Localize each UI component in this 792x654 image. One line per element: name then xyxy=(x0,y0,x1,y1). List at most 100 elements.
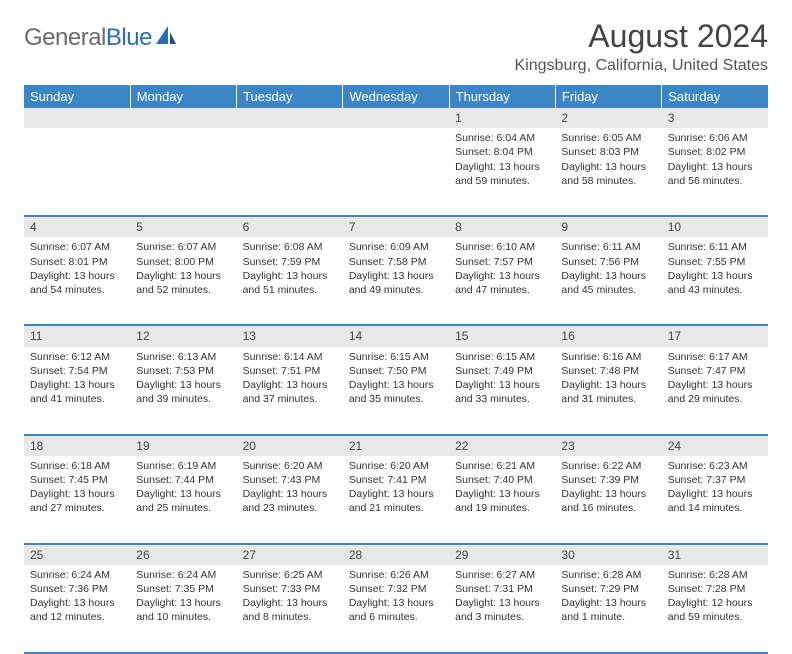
day-number-cell: 13 xyxy=(237,325,343,346)
day-number-cell: 3 xyxy=(662,108,768,128)
week-row: Sunrise: 6:04 AMSunset: 8:04 PMDaylight:… xyxy=(24,128,768,216)
daynum-row: 123 xyxy=(24,108,768,128)
sunset-text: Sunset: 7:32 PM xyxy=(349,582,443,596)
daylight-text: Daylight: 13 hours and 47 minutes. xyxy=(455,269,549,297)
day-number-cell: 27 xyxy=(237,544,343,565)
day-cell xyxy=(237,128,343,216)
day-cell: Sunrise: 6:09 AMSunset: 7:58 PMDaylight:… xyxy=(343,237,449,325)
day-number-cell xyxy=(24,108,130,128)
daylight-text: Daylight: 13 hours and 58 minutes. xyxy=(561,160,655,188)
daylight-text: Daylight: 13 hours and 10 minutes. xyxy=(136,596,230,624)
location-text: Kingsburg, California, United States xyxy=(515,57,768,75)
day-header: Wednesday xyxy=(343,85,449,108)
sunset-text: Sunset: 7:45 PM xyxy=(30,473,124,487)
sunrise-text: Sunrise: 6:07 AM xyxy=(136,240,230,254)
daylight-text: Daylight: 13 hours and 31 minutes. xyxy=(561,378,655,406)
page-header: GeneralBlue August 2024 Kingsburg, Calif… xyxy=(24,18,768,75)
day-header: Tuesday xyxy=(237,85,343,108)
day-cell: Sunrise: 6:13 AMSunset: 7:53 PMDaylight:… xyxy=(130,347,236,435)
sunset-text: Sunset: 7:59 PM xyxy=(243,255,337,269)
logo-part1: General xyxy=(24,24,106,51)
sunset-text: Sunset: 7:55 PM xyxy=(668,255,762,269)
sunrise-text: Sunrise: 6:21 AM xyxy=(455,459,549,473)
daylight-text: Daylight: 13 hours and 3 minutes. xyxy=(455,596,549,624)
day-cell: Sunrise: 6:16 AMSunset: 7:48 PMDaylight:… xyxy=(555,347,661,435)
day-number-cell: 9 xyxy=(555,216,661,237)
day-cell: Sunrise: 6:19 AMSunset: 7:44 PMDaylight:… xyxy=(130,456,236,544)
day-number-cell: 16 xyxy=(555,325,661,346)
day-cell: Sunrise: 6:20 AMSunset: 7:41 PMDaylight:… xyxy=(343,456,449,544)
day-number-cell: 19 xyxy=(130,435,236,456)
day-number-cell: 31 xyxy=(662,544,768,565)
sunrise-text: Sunrise: 6:24 AM xyxy=(30,568,124,582)
day-number-cell: 22 xyxy=(449,435,555,456)
sunset-text: Sunset: 7:39 PM xyxy=(561,473,655,487)
day-number-cell xyxy=(237,108,343,128)
sunrise-text: Sunrise: 6:04 AM xyxy=(455,131,549,145)
daylight-text: Daylight: 13 hours and 8 minutes. xyxy=(243,596,337,624)
day-number-cell: 6 xyxy=(237,216,343,237)
day-cell: Sunrise: 6:27 AMSunset: 7:31 PMDaylight:… xyxy=(449,565,555,653)
sunset-text: Sunset: 7:49 PM xyxy=(455,364,549,378)
day-cell: Sunrise: 6:22 AMSunset: 7:39 PMDaylight:… xyxy=(555,456,661,544)
day-number-cell: 1 xyxy=(449,108,555,128)
daylight-text: Daylight: 13 hours and 43 minutes. xyxy=(668,269,762,297)
sunset-text: Sunset: 7:33 PM xyxy=(243,582,337,596)
sunrise-text: Sunrise: 6:10 AM xyxy=(455,240,549,254)
sunset-text: Sunset: 7:41 PM xyxy=(349,473,443,487)
day-number-cell: 15 xyxy=(449,325,555,346)
daylight-text: Daylight: 13 hours and 6 minutes. xyxy=(349,596,443,624)
day-cell: Sunrise: 6:28 AMSunset: 7:28 PMDaylight:… xyxy=(662,565,768,653)
daylight-text: Daylight: 13 hours and 21 minutes. xyxy=(349,487,443,515)
daylight-text: Daylight: 13 hours and 23 minutes. xyxy=(243,487,337,515)
day-number-cell: 23 xyxy=(555,435,661,456)
sunrise-text: Sunrise: 6:23 AM xyxy=(668,459,762,473)
sunrise-text: Sunrise: 6:08 AM xyxy=(243,240,337,254)
sunset-text: Sunset: 7:37 PM xyxy=(668,473,762,487)
sunrise-text: Sunrise: 6:20 AM xyxy=(243,459,337,473)
sunrise-text: Sunrise: 6:26 AM xyxy=(349,568,443,582)
day-cell: Sunrise: 6:11 AMSunset: 7:56 PMDaylight:… xyxy=(555,237,661,325)
day-cell: Sunrise: 6:24 AMSunset: 7:36 PMDaylight:… xyxy=(24,565,130,653)
day-cell: Sunrise: 6:05 AMSunset: 8:03 PMDaylight:… xyxy=(555,128,661,216)
sunrise-text: Sunrise: 6:19 AM xyxy=(136,459,230,473)
day-number-cell: 18 xyxy=(24,435,130,456)
day-cell: Sunrise: 6:04 AMSunset: 8:04 PMDaylight:… xyxy=(449,128,555,216)
day-number-cell: 21 xyxy=(343,435,449,456)
day-number-cell: 8 xyxy=(449,216,555,237)
sunrise-text: Sunrise: 6:16 AM xyxy=(561,350,655,364)
daynum-row: 11121314151617 xyxy=(24,325,768,346)
sunrise-text: Sunrise: 6:07 AM xyxy=(30,240,124,254)
sunrise-text: Sunrise: 6:24 AM xyxy=(136,568,230,582)
sunrise-text: Sunrise: 6:13 AM xyxy=(136,350,230,364)
calendar-head: SundayMondayTuesdayWednesdayThursdayFrid… xyxy=(24,85,768,108)
day-number-cell xyxy=(343,108,449,128)
logo-part2: Blue xyxy=(106,24,152,51)
day-number-cell: 14 xyxy=(343,325,449,346)
week-row: Sunrise: 6:24 AMSunset: 7:36 PMDaylight:… xyxy=(24,565,768,653)
day-cell: Sunrise: 6:23 AMSunset: 7:37 PMDaylight:… xyxy=(662,456,768,544)
day-cell: Sunrise: 6:24 AMSunset: 7:35 PMDaylight:… xyxy=(130,565,236,653)
day-number-cell: 28 xyxy=(343,544,449,565)
daylight-text: Daylight: 13 hours and 45 minutes. xyxy=(561,269,655,297)
sunset-text: Sunset: 7:36 PM xyxy=(30,582,124,596)
sunset-text: Sunset: 7:56 PM xyxy=(561,255,655,269)
daylight-text: Daylight: 13 hours and 1 minute. xyxy=(561,596,655,624)
day-cell: Sunrise: 6:17 AMSunset: 7:47 PMDaylight:… xyxy=(662,347,768,435)
day-cell: Sunrise: 6:12 AMSunset: 7:54 PMDaylight:… xyxy=(24,347,130,435)
sunrise-text: Sunrise: 6:14 AM xyxy=(243,350,337,364)
day-header: Thursday xyxy=(449,85,555,108)
daylight-text: Daylight: 13 hours and 19 minutes. xyxy=(455,487,549,515)
day-number-cell: 24 xyxy=(662,435,768,456)
sunrise-text: Sunrise: 6:27 AM xyxy=(455,568,549,582)
day-cell xyxy=(343,128,449,216)
day-number-cell: 30 xyxy=(555,544,661,565)
day-number-cell: 4 xyxy=(24,216,130,237)
week-row: Sunrise: 6:07 AMSunset: 8:01 PMDaylight:… xyxy=(24,237,768,325)
day-header: Friday xyxy=(555,85,661,108)
day-cell: Sunrise: 6:15 AMSunset: 7:50 PMDaylight:… xyxy=(343,347,449,435)
sunset-text: Sunset: 7:54 PM xyxy=(30,364,124,378)
daylight-text: Daylight: 13 hours and 59 minutes. xyxy=(455,160,549,188)
day-cell: Sunrise: 6:11 AMSunset: 7:55 PMDaylight:… xyxy=(662,237,768,325)
day-number-cell: 5 xyxy=(130,216,236,237)
